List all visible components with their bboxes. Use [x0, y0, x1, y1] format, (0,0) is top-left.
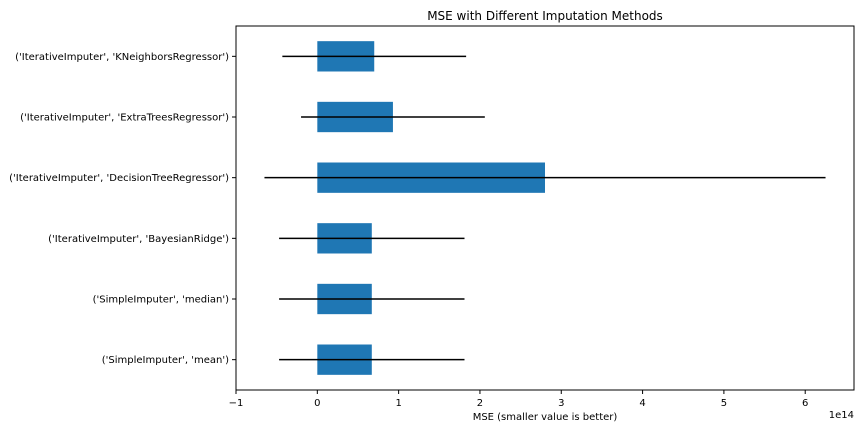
y-tick-label: ('SimpleImputer', 'mean') [102, 355, 229, 366]
x-tick-label: 5 [721, 398, 727, 409]
x-tick-label: 4 [639, 398, 645, 409]
y-tick-label: ('IterativeImputer', 'KNeighborsRegresso… [15, 52, 229, 63]
y-tick-label: ('IterativeImputer', 'BayesianRidge') [48, 234, 229, 245]
plot-area: ('SimpleImputer', 'mean') ('SimpleImputer… [9, 41, 826, 409]
x-tick-label: 6 [802, 398, 808, 409]
y-tick-label: ('IterativeImputer', 'ExtraTreesRegresso… [20, 113, 229, 124]
x-tick-label: −1 [229, 398, 244, 409]
y-tick-label: ('IterativeImputer', 'DecisionTreeRegres… [9, 173, 229, 184]
y-tick-label: ('SimpleImputer', 'median') [93, 295, 229, 306]
x-axis-label: MSE (smaller value is better) [473, 412, 618, 423]
axes-frame [235, 25, 855, 391]
chart-title: MSE with Different Imputation Methods [427, 9, 663, 23]
x-tick-label: 3 [558, 398, 564, 409]
x-axis-offset-label: 1e14 [829, 410, 854, 421]
x-tick-label: 2 [477, 398, 483, 409]
x-tick-label: 1 [395, 398, 401, 409]
x-tick-label: 0 [314, 398, 320, 409]
